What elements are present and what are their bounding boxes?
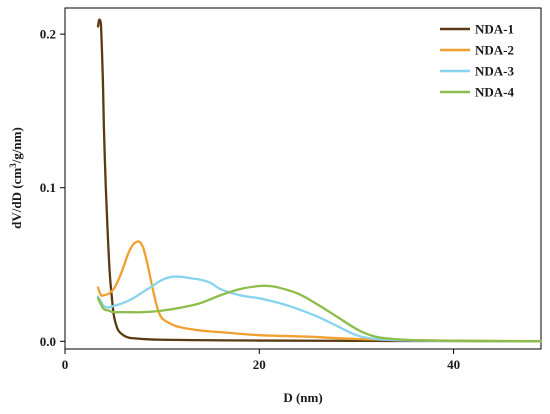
legend-label-nda-3: NDA-3 — [475, 64, 514, 79]
y-tick-label: 0.1 — [40, 180, 56, 195]
x-tick-label: 0 — [62, 357, 69, 372]
series-line-nda-2 — [96, 240, 543, 343]
legend-label-nda-1: NDA-1 — [475, 22, 514, 37]
series-line-nda-4 — [96, 284, 543, 343]
legend-label-nda-2: NDA-2 — [475, 43, 514, 58]
series-line-nda-3 — [96, 275, 543, 343]
series-layer — [96, 18, 543, 343]
y-axis-label: dV/dD (cm3/g/nm) — [8, 127, 24, 229]
y-tick-label: 0.2 — [40, 27, 56, 42]
series-line-nda-1 — [96, 18, 543, 343]
x-axis-label: D (nm) — [283, 390, 322, 405]
x-tick-label: 40 — [447, 357, 460, 372]
axis-layer: 0 20 40 0.0 0.1 0.2 — [40, 27, 460, 372]
plot-frame — [64, 7, 542, 350]
x-tick-label: 20 — [253, 357, 266, 372]
legend: NDA-1 NDA-2 NDA-3 NDA-4 — [440, 22, 514, 100]
y-tick-label: 0.0 — [40, 334, 56, 349]
legend-label-nda-4: NDA-4 — [475, 85, 514, 100]
